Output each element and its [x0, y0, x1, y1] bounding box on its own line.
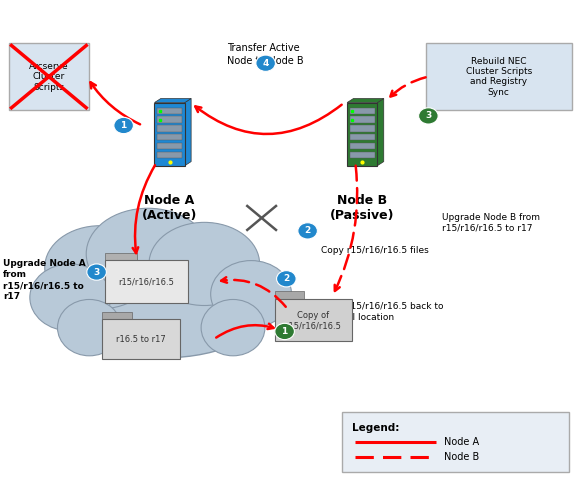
Text: Rebuild NEC
Cluster Scripts
and Registry
Sync: Rebuild NEC Cluster Scripts and Registry… [466, 57, 532, 97]
FancyArrowPatch shape [196, 105, 342, 134]
Circle shape [256, 55, 275, 71]
Polygon shape [155, 99, 191, 103]
Polygon shape [185, 99, 191, 166]
Text: Node A: Node A [444, 437, 480, 446]
FancyBboxPatch shape [105, 253, 137, 261]
Circle shape [277, 271, 296, 287]
FancyBboxPatch shape [157, 125, 182, 132]
Circle shape [87, 264, 106, 280]
Text: r15/r16/r16.5: r15/r16/r16.5 [118, 278, 175, 287]
Ellipse shape [149, 222, 259, 306]
FancyArrowPatch shape [90, 82, 140, 125]
FancyBboxPatch shape [9, 43, 89, 110]
FancyArrowPatch shape [133, 165, 155, 253]
Text: Copy of
r15/r16/r16.5: Copy of r15/r16/r16.5 [285, 311, 342, 331]
Text: Copy r15/r16/r16.5 files: Copy r15/r16/r16.5 files [321, 246, 428, 254]
Ellipse shape [86, 208, 210, 299]
Ellipse shape [201, 299, 265, 356]
Text: Arcserve
Cluster
Scripts: Arcserve Cluster Scripts [29, 62, 68, 91]
FancyBboxPatch shape [350, 152, 375, 158]
FancyBboxPatch shape [157, 143, 182, 149]
Text: 2: 2 [305, 227, 310, 235]
FancyBboxPatch shape [347, 103, 377, 166]
Circle shape [114, 117, 133, 134]
FancyBboxPatch shape [350, 134, 375, 140]
Text: Upgrade Node A
from
r15/r16/r16.5 to
r17: Upgrade Node A from r15/r16/r16.5 to r17 [3, 259, 86, 301]
Ellipse shape [58, 299, 121, 356]
Circle shape [298, 223, 317, 239]
FancyBboxPatch shape [350, 143, 375, 149]
Text: 2: 2 [283, 274, 289, 283]
Text: Node B: Node B [444, 453, 480, 462]
FancyArrowPatch shape [221, 277, 286, 307]
Text: Copy r15/r16/r16.5 back to
original location: Copy r15/r16/r16.5 back to original loca… [321, 302, 443, 322]
Text: Legend:: Legend: [352, 423, 399, 433]
Ellipse shape [58, 251, 270, 358]
Text: 3: 3 [426, 112, 431, 120]
Polygon shape [347, 99, 384, 103]
Text: 1: 1 [282, 327, 288, 336]
FancyArrowPatch shape [216, 324, 274, 338]
FancyBboxPatch shape [350, 116, 375, 123]
FancyBboxPatch shape [102, 319, 179, 359]
FancyBboxPatch shape [350, 108, 375, 114]
FancyBboxPatch shape [155, 103, 185, 166]
Text: Upgrade Node B from
r15/r16/r16.5 to r17: Upgrade Node B from r15/r16/r16.5 to r17 [442, 213, 539, 233]
Circle shape [419, 108, 438, 124]
FancyBboxPatch shape [275, 298, 352, 341]
Text: Node B
(Passive): Node B (Passive) [330, 194, 394, 222]
Circle shape [275, 323, 294, 340]
FancyBboxPatch shape [157, 116, 182, 123]
Text: 3: 3 [94, 268, 99, 276]
Text: 1: 1 [121, 121, 126, 130]
FancyBboxPatch shape [157, 152, 182, 158]
FancyBboxPatch shape [102, 312, 132, 319]
Text: 4: 4 [262, 59, 269, 68]
Ellipse shape [45, 226, 155, 309]
Ellipse shape [30, 264, 110, 331]
FancyBboxPatch shape [105, 260, 189, 303]
Text: r16.5 to r17: r16.5 to r17 [116, 335, 166, 344]
Text: Transfer Active
Node to Node B: Transfer Active Node to Node B [227, 43, 304, 66]
Polygon shape [377, 99, 384, 166]
FancyBboxPatch shape [350, 125, 375, 132]
FancyArrowPatch shape [335, 166, 357, 291]
FancyBboxPatch shape [342, 412, 569, 472]
Text: Node A
(Active): Node A (Active) [142, 194, 197, 222]
Ellipse shape [210, 261, 292, 328]
FancyBboxPatch shape [157, 134, 182, 140]
FancyArrowPatch shape [390, 77, 426, 97]
FancyBboxPatch shape [275, 291, 304, 299]
FancyBboxPatch shape [157, 108, 182, 114]
FancyBboxPatch shape [426, 43, 572, 110]
